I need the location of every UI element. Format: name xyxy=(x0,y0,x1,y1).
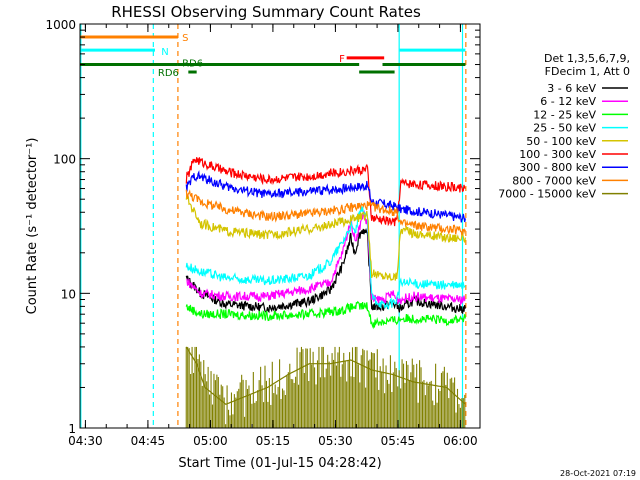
x-tick-label: 04:45 xyxy=(131,434,166,448)
timestamp: 28-Oct-2021 07:19 xyxy=(560,469,636,478)
legend-entry-label: 100 - 300 keV xyxy=(519,148,596,161)
series-line xyxy=(185,346,466,405)
chart-title: RHESSI Observing Summary Count Rates xyxy=(111,3,421,21)
series-line xyxy=(185,157,466,227)
series-line xyxy=(185,205,466,310)
series-line xyxy=(185,194,466,282)
y-axis-label: Count Rate (s⁻¹ detector⁻¹) xyxy=(25,138,40,315)
state-bar-label: F xyxy=(339,54,345,65)
x-tick-label: 05:15 xyxy=(256,434,291,448)
y-tick-label: 1 xyxy=(68,422,76,436)
series-line xyxy=(185,227,466,315)
legend-entry-label: 3 - 6 keV xyxy=(547,82,596,95)
x-tick-label: 04:30 xyxy=(68,434,103,448)
x-tick-label: 05:00 xyxy=(193,434,228,448)
x-tick-label: 05:30 xyxy=(318,434,353,448)
legend-entry-label: 300 - 800 keV xyxy=(519,161,596,174)
state-bar-label: RD6 xyxy=(158,68,179,79)
legend-header: FDecim 1, Att 0 xyxy=(545,65,630,78)
legend-entry-label: 6 - 12 keV xyxy=(540,95,596,108)
legend-entry-label: 12 - 25 keV xyxy=(533,108,596,121)
legend-entry-label: 50 - 100 keV xyxy=(526,135,596,148)
x-axis-label: Start Time (01-Jul-15 04:28:42) xyxy=(178,456,381,471)
series-line xyxy=(185,170,466,223)
series-line xyxy=(185,189,466,236)
state-bar-label: RD6 xyxy=(182,59,203,70)
y-tick-label: 10 xyxy=(61,287,76,301)
x-tick-label: 05:45 xyxy=(381,434,416,448)
legend-entry-label: 7000 - 15000 keV xyxy=(498,188,596,201)
legend-entry-label: 800 - 7000 keV xyxy=(512,174,596,187)
series-line xyxy=(186,209,466,306)
series-line xyxy=(185,300,466,330)
x-tick-label: 06:00 xyxy=(443,434,478,448)
legend-entry-label: 25 - 50 keV xyxy=(533,122,596,135)
legend-header: Det 1,3,5,6,7,9, xyxy=(544,52,630,65)
state-bar-label: S xyxy=(182,33,188,44)
y-tick-label: 1000 xyxy=(45,18,76,32)
plot-frame xyxy=(79,23,481,429)
y-tick-label: 100 xyxy=(53,153,76,167)
state-bar-label: N xyxy=(161,47,168,58)
